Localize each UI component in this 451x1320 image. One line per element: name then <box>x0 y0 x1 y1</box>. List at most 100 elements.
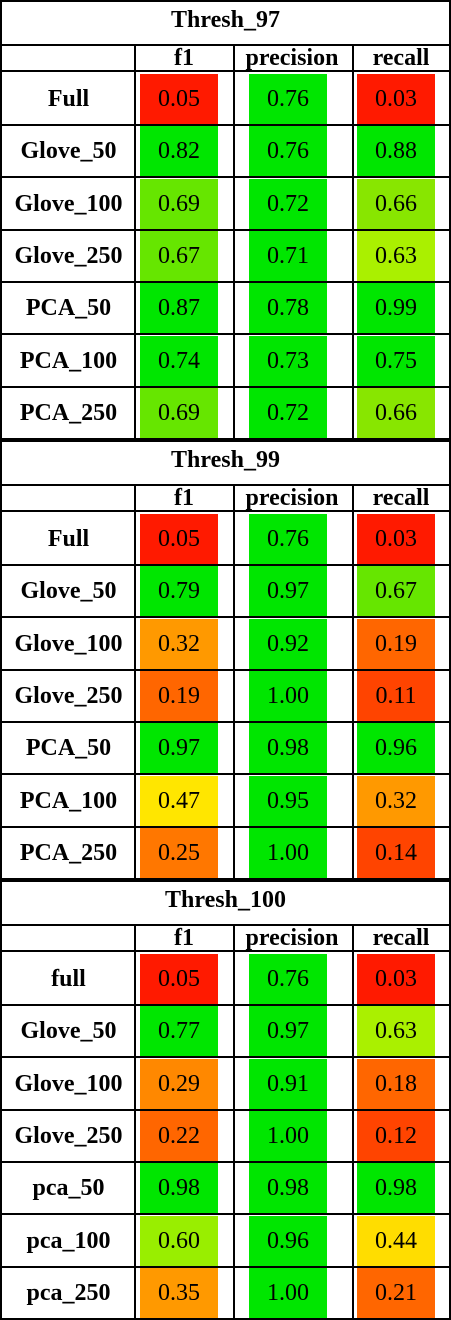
column-divider <box>134 44 136 440</box>
row-divider <box>0 616 451 618</box>
value-cell-recall: 0.96 <box>357 723 435 773</box>
column-divider <box>352 484 354 880</box>
value-cell-precision: 0.72 <box>249 388 327 438</box>
value-cell-f1: 0.77 <box>140 1006 218 1056</box>
row-label: pca_250 <box>26 1280 111 1306</box>
row-divider <box>0 721 451 723</box>
value-cell-recall: 0.03 <box>357 954 435 1004</box>
value-cell-recall: 0.12 <box>357 1111 435 1161</box>
column-divider <box>449 440 451 880</box>
row-label: pca_100 <box>26 1228 111 1254</box>
section-title: Thresh_97 <box>171 7 280 33</box>
value-cell-precision: 0.76 <box>249 954 327 1004</box>
value-cell-recall: 0.32 <box>357 776 435 826</box>
value-cell-recall: 0.03 <box>357 74 435 124</box>
row-divider <box>0 124 451 126</box>
row-label: Glove_250 <box>14 243 123 269</box>
value-cell-f1: 0.19 <box>140 671 218 721</box>
value-cell-f1: 0.79 <box>140 566 218 616</box>
header-divider <box>0 70 451 72</box>
value-cell-f1: 0.25 <box>140 828 218 878</box>
row-label: PCA_50 <box>25 735 112 761</box>
value-cell-recall: 0.66 <box>357 179 435 229</box>
value-cell-precision: 0.97 <box>249 566 327 616</box>
column-divider <box>134 484 136 880</box>
row-divider <box>0 176 451 178</box>
column-divider <box>0 0 2 440</box>
value-cell-f1: 0.82 <box>140 126 218 176</box>
value-cell-recall: 0.98 <box>357 1163 435 1213</box>
header-divider <box>0 510 451 512</box>
value-cell-precision: 0.91 <box>249 1059 327 1109</box>
row-label: Glove_250 <box>14 1123 123 1149</box>
title-divider <box>0 484 451 486</box>
value-cell-recall: 0.88 <box>357 126 435 176</box>
column-header-f1: f1 <box>174 485 194 511</box>
row-divider <box>0 1004 451 1006</box>
column-header-recall: recall <box>372 485 430 511</box>
row-divider <box>0 1266 451 1268</box>
value-cell-recall: 0.18 <box>357 1059 435 1109</box>
row-divider <box>0 669 451 671</box>
value-cell-f1: 0.60 <box>140 1216 218 1266</box>
table-bottom-border <box>0 1318 451 1320</box>
value-cell-precision: 0.72 <box>249 179 327 229</box>
column-divider <box>0 440 2 880</box>
section-top-border <box>0 0 451 2</box>
title-divider <box>0 44 451 46</box>
value-cell-recall: 0.67 <box>357 566 435 616</box>
row-label: Glove_50 <box>20 578 117 604</box>
column-divider <box>449 880 451 1320</box>
row-label: Glove_100 <box>14 1071 123 1097</box>
row-label: pca_50 <box>32 1175 105 1201</box>
row-divider <box>0 1213 451 1215</box>
column-divider <box>233 44 235 440</box>
value-cell-f1: 0.47 <box>140 776 218 826</box>
value-cell-precision: 1.00 <box>249 1111 327 1161</box>
value-cell-recall: 0.75 <box>357 336 435 386</box>
value-cell-f1: 0.05 <box>140 954 218 1004</box>
row-divider <box>0 1056 451 1058</box>
value-cell-precision: 0.92 <box>249 619 327 669</box>
column-divider <box>233 484 235 880</box>
value-cell-recall: 0.63 <box>357 231 435 281</box>
row-label: PCA_250 <box>19 400 118 426</box>
column-header-f1: f1 <box>174 45 194 71</box>
row-label: full <box>51 966 86 992</box>
value-cell-recall: 0.99 <box>357 283 435 333</box>
row-label: Glove_100 <box>14 631 123 657</box>
value-cell-recall: 0.21 <box>357 1268 435 1318</box>
value-cell-f1: 0.32 <box>140 619 218 669</box>
column-divider <box>449 0 451 440</box>
row-divider <box>0 229 451 231</box>
row-divider <box>0 564 451 566</box>
header-divider <box>0 950 451 952</box>
value-cell-precision: 0.95 <box>249 776 327 826</box>
row-divider <box>0 1161 451 1163</box>
value-cell-precision: 0.78 <box>249 283 327 333</box>
table-section: Thresh_99 f1 precision recall Full 0.05 0.76 0.… <box>0 440 451 880</box>
column-header-precision: precision <box>245 925 339 951</box>
row-label: Glove_50 <box>20 1018 117 1044</box>
row-divider <box>0 826 451 828</box>
row-label: Full <box>47 526 90 552</box>
row-divider <box>0 438 451 440</box>
row-label: Glove_250 <box>14 683 123 709</box>
section-top-border <box>0 880 451 882</box>
value-cell-f1: 0.35 <box>140 1268 218 1318</box>
table-section: Thresh_100 f1 precision recall full 0.05 0.76 0… <box>0 880 451 1320</box>
value-cell-precision: 0.76 <box>249 74 327 124</box>
column-header-recall: recall <box>372 925 430 951</box>
value-cell-precision: 0.96 <box>249 1216 327 1266</box>
value-cell-f1: 0.69 <box>140 388 218 438</box>
row-label: Full <box>47 86 90 112</box>
title-divider <box>0 924 451 926</box>
value-cell-recall: 0.11 <box>357 671 435 721</box>
column-divider <box>352 44 354 440</box>
column-divider <box>352 924 354 1320</box>
row-label: PCA_250 <box>19 840 118 866</box>
value-cell-recall: 0.19 <box>357 619 435 669</box>
value-cell-precision: 1.00 <box>249 671 327 721</box>
value-cell-f1: 0.22 <box>140 1111 218 1161</box>
